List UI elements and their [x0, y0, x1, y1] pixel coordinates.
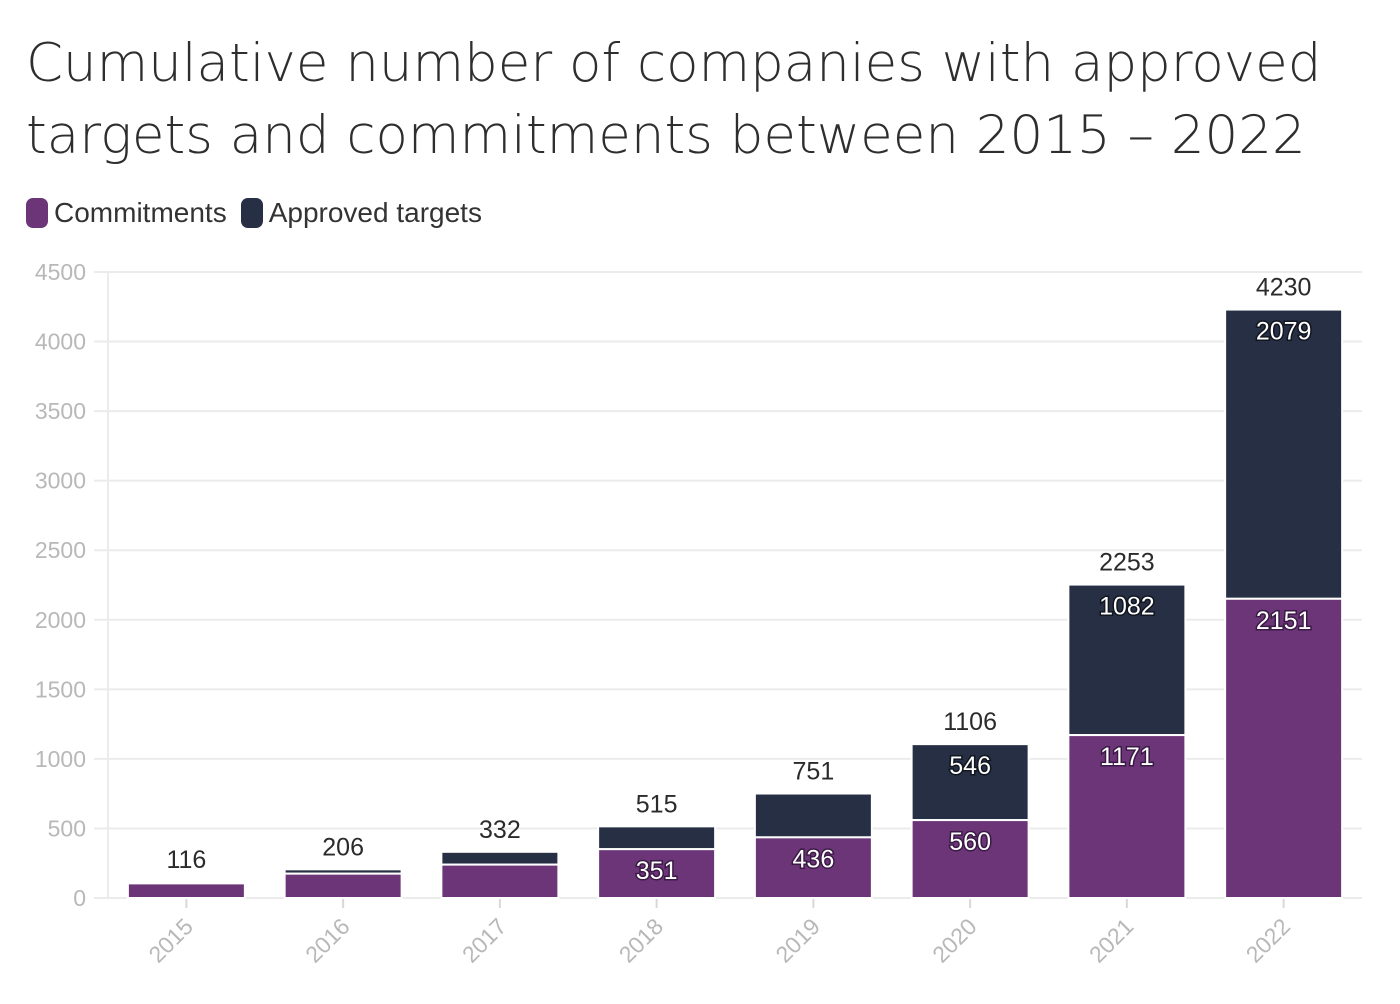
- data-label-commitments-2019: 436: [793, 845, 835, 873]
- chart-legend: Commitments Approved targets: [26, 195, 496, 231]
- y-tick-label: 2000: [35, 607, 86, 633]
- y-tick-label: 4000: [35, 329, 86, 355]
- x-tick-label-2017: 2017: [457, 913, 512, 968]
- y-tick-label: 3000: [35, 468, 86, 494]
- chart-title: Cumulative number of companies with appr…: [26, 33, 1322, 166]
- bar-approved-targets-2020: [910, 743, 1030, 822]
- y-tick-label: 1000: [35, 746, 86, 772]
- bar-commitments-2015: [126, 882, 246, 899]
- bar-commitments-2018: [597, 848, 717, 899]
- x-tick-label-2019: 2019: [770, 913, 825, 968]
- total-label-2022: 4230: [1256, 274, 1312, 302]
- bar-approved-targets-2021: [1067, 583, 1187, 737]
- bar-approved-targets-2019: [753, 792, 873, 839]
- total-label-2017: 332: [479, 816, 521, 844]
- total-label-2020: 1106: [943, 708, 997, 736]
- total-label-2016: 206: [322, 833, 364, 861]
- y-tick-label: 3500: [35, 398, 86, 424]
- y-tick-label: 4500: [35, 259, 86, 285]
- legend-label-approved-targets: Approved targets: [268, 197, 482, 228]
- data-label-approved-targets-2021: 1082: [1099, 593, 1155, 621]
- legend-label-commitments: Commitments: [54, 197, 227, 228]
- bar-approved-targets-2017: [440, 850, 560, 866]
- bar-commitments-2017: [440, 863, 560, 900]
- bar-commitments-2022: [1224, 597, 1344, 899]
- data-label-commitments-2020: 560: [949, 828, 991, 856]
- x-tick-label-2018: 2018: [614, 913, 669, 968]
- data-label-approved-targets-2020: 546: [949, 752, 991, 780]
- legend-swatch-approved-targets: [240, 198, 263, 228]
- total-label-2021: 2253: [1099, 549, 1155, 577]
- y-tick-label: 0: [73, 885, 86, 911]
- legend-swatch-commitments: [26, 198, 48, 228]
- data-label-commitments-2018: 351: [636, 857, 678, 885]
- legend-item-approved-targets[interactable]: Approved targets: [240, 197, 482, 229]
- y-tick-label: 2500: [35, 537, 86, 563]
- bar-approved-targets-2022: [1224, 308, 1344, 600]
- legend-item-commitments[interactable]: Commitments: [26, 197, 227, 229]
- data-label-commitments-2021: 1171: [1100, 743, 1154, 771]
- data-label-commitments-2022: 2151: [1256, 607, 1312, 635]
- bar-commitments-2019: [753, 836, 873, 899]
- x-tick-label-2015: 2015: [143, 913, 198, 968]
- x-tick-label-2022: 2022: [1241, 913, 1296, 968]
- total-label-2015: 116: [166, 846, 206, 874]
- y-tick-label: 1500: [35, 676, 86, 702]
- x-tick-label-2016: 2016: [300, 913, 355, 968]
- x-tick-label-2021: 2021: [1084, 913, 1139, 968]
- total-label-2019: 751: [793, 758, 835, 786]
- data-label-approved-targets-2022: 2079: [1256, 318, 1312, 346]
- y-tick-label: 500: [48, 815, 86, 841]
- x-tick-label-2020: 2020: [927, 913, 982, 968]
- bar-commitments-2016: [283, 872, 403, 900]
- bar-commitments-2021: [1067, 734, 1187, 899]
- bar-approved-targets-2018: [597, 825, 717, 851]
- total-label-2018: 515: [636, 790, 678, 818]
- bar-commitments-2020: [910, 819, 1030, 899]
